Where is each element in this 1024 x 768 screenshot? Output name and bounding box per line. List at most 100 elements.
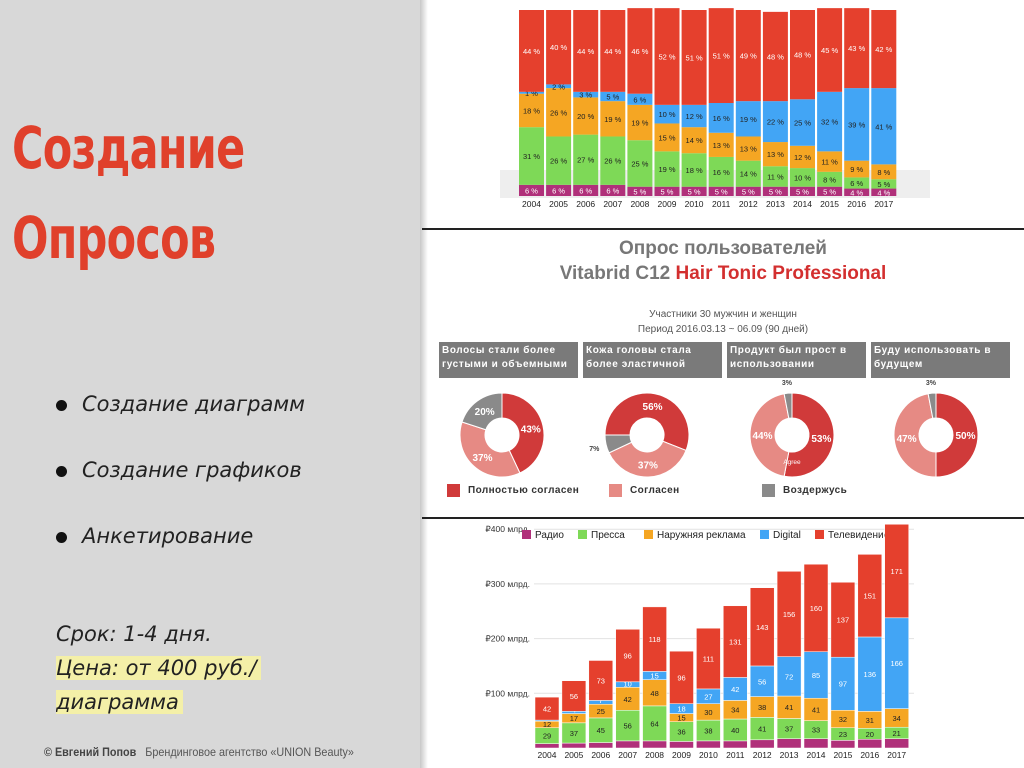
data-label: 19 % bbox=[740, 115, 757, 124]
data-label: 171 bbox=[890, 567, 903, 576]
legend-swatch bbox=[762, 484, 775, 497]
data-label: 156 bbox=[783, 610, 796, 619]
data-label: 21 bbox=[893, 729, 901, 738]
donut-slice bbox=[783, 392, 793, 419]
data-label: 56 bbox=[624, 722, 632, 731]
data-label: 34 bbox=[731, 706, 739, 715]
legend-swatch bbox=[609, 484, 622, 497]
bar-segment bbox=[830, 740, 856, 749]
data-label: 41 % bbox=[875, 122, 892, 131]
data-label: 56 bbox=[758, 677, 766, 686]
list-item: Создание графиков bbox=[56, 458, 305, 524]
legend-label: Digital bbox=[773, 530, 801, 541]
footer-author: © Евгений Попов bbox=[44, 745, 137, 759]
bar-segment bbox=[588, 717, 614, 743]
data-label: 4 % bbox=[850, 188, 863, 197]
data-label: 41 bbox=[785, 703, 793, 712]
data-label: 15 bbox=[677, 714, 685, 723]
bar-segment bbox=[546, 10, 572, 85]
bar-segment bbox=[627, 104, 653, 141]
legend-label: Пресса bbox=[591, 530, 625, 541]
data-label: 7 bbox=[599, 696, 603, 705]
data-label: 2 % bbox=[552, 82, 565, 91]
data-label: 48 % bbox=[794, 51, 811, 60]
bullet-icon bbox=[56, 466, 67, 477]
bar-segment bbox=[735, 101, 761, 137]
data-label: 137 bbox=[837, 616, 850, 625]
x-tick-label: 2008 bbox=[630, 199, 649, 209]
x-tick-label: 2007 bbox=[603, 199, 622, 209]
data-label: 5 % bbox=[633, 187, 646, 196]
bar-segment bbox=[627, 8, 653, 94]
data-label: 4 % bbox=[877, 188, 890, 197]
legend-swatch bbox=[644, 530, 653, 539]
data-label: 40 % bbox=[550, 43, 567, 52]
data-label: 8 % bbox=[823, 175, 836, 184]
data-label: 42 bbox=[624, 695, 632, 704]
data-label: 13 % bbox=[740, 145, 757, 154]
data-label: 12 bbox=[543, 720, 551, 729]
services-list: Создание диаграмм Создание графиков Анке… bbox=[56, 392, 305, 590]
bar-segment bbox=[561, 742, 587, 749]
spend-stacked-bar-chart: ₽100 млрд. ₽200 млрд. ₽300 млрд. ₽400 млрд.… bbox=[422, 470, 1024, 768]
data-label: 5 % bbox=[742, 187, 755, 196]
list-item: Создание диаграмм bbox=[56, 392, 305, 458]
bar-segment bbox=[588, 742, 614, 749]
bar-segment bbox=[573, 97, 599, 135]
bar-segment bbox=[871, 10, 897, 89]
data-label: 3 % bbox=[579, 91, 592, 100]
data-label: 6 % bbox=[606, 186, 619, 195]
bar-segment bbox=[857, 554, 883, 638]
x-tick-label: 2010 bbox=[685, 199, 704, 209]
x-tick-label: 2014 bbox=[807, 750, 826, 760]
data-label: 97 bbox=[839, 680, 847, 689]
donut-slice bbox=[783, 392, 835, 478]
survey-subtitle-brand: Vitabrid C12 bbox=[559, 263, 671, 284]
bar-segment bbox=[817, 91, 843, 152]
bar-segment bbox=[573, 184, 599, 196]
data-label: 136 bbox=[864, 670, 877, 679]
x-tick-label: 2013 bbox=[780, 750, 799, 760]
data-label: 10 % bbox=[658, 110, 675, 119]
page-title-line-1: Создание bbox=[12, 114, 245, 182]
question-header: Продукт был прост в использовании bbox=[727, 342, 866, 378]
y-tick-label: ₽100 млрд. bbox=[485, 688, 530, 698]
survey-legend: Полностью согласен Согласен Воздержусь bbox=[422, 484, 1024, 504]
data-label: 131 bbox=[729, 638, 742, 647]
data-label: 12 % bbox=[794, 153, 811, 162]
slice-label: 3% bbox=[926, 380, 937, 387]
bar-segment bbox=[534, 743, 560, 749]
data-label: 39 % bbox=[848, 120, 865, 129]
bar-segment bbox=[573, 134, 599, 185]
data-label: 16 % bbox=[713, 114, 730, 123]
bar-segment bbox=[844, 188, 870, 196]
x-tick-label: 2011 bbox=[712, 199, 731, 209]
slice-label: 3% bbox=[782, 380, 793, 387]
donut-slice bbox=[935, 392, 979, 478]
bar-segment bbox=[600, 184, 626, 196]
data-label: 72 bbox=[785, 672, 793, 681]
data-label: 19 % bbox=[658, 165, 675, 174]
data-label: 36 bbox=[677, 728, 685, 737]
data-label: 18 bbox=[677, 705, 685, 714]
x-tick-label: 2012 bbox=[739, 199, 758, 209]
slice-label: 7% bbox=[589, 446, 600, 453]
bar-segment bbox=[708, 186, 734, 196]
divider bbox=[422, 517, 1024, 519]
bar-segment bbox=[708, 132, 734, 157]
bar-segment bbox=[573, 10, 599, 92]
bar-segment bbox=[681, 10, 707, 105]
data-label: 48 bbox=[650, 689, 658, 698]
bar-segment bbox=[749, 587, 775, 667]
footer: © Евгений Попов Брендинговое агентство «… bbox=[44, 745, 354, 759]
data-label: 11 % bbox=[767, 172, 784, 181]
bar-segment bbox=[871, 164, 897, 180]
slice-note: Agree bbox=[783, 459, 801, 466]
bullet-icon bbox=[56, 532, 67, 543]
bar-segment bbox=[615, 629, 640, 683]
data-label: 19 % bbox=[631, 119, 648, 128]
data-label: 118 bbox=[649, 635, 661, 644]
donut-slice bbox=[459, 421, 521, 478]
x-tick-label: 2010 bbox=[699, 750, 718, 760]
legend-item: Согласен bbox=[609, 484, 680, 497]
